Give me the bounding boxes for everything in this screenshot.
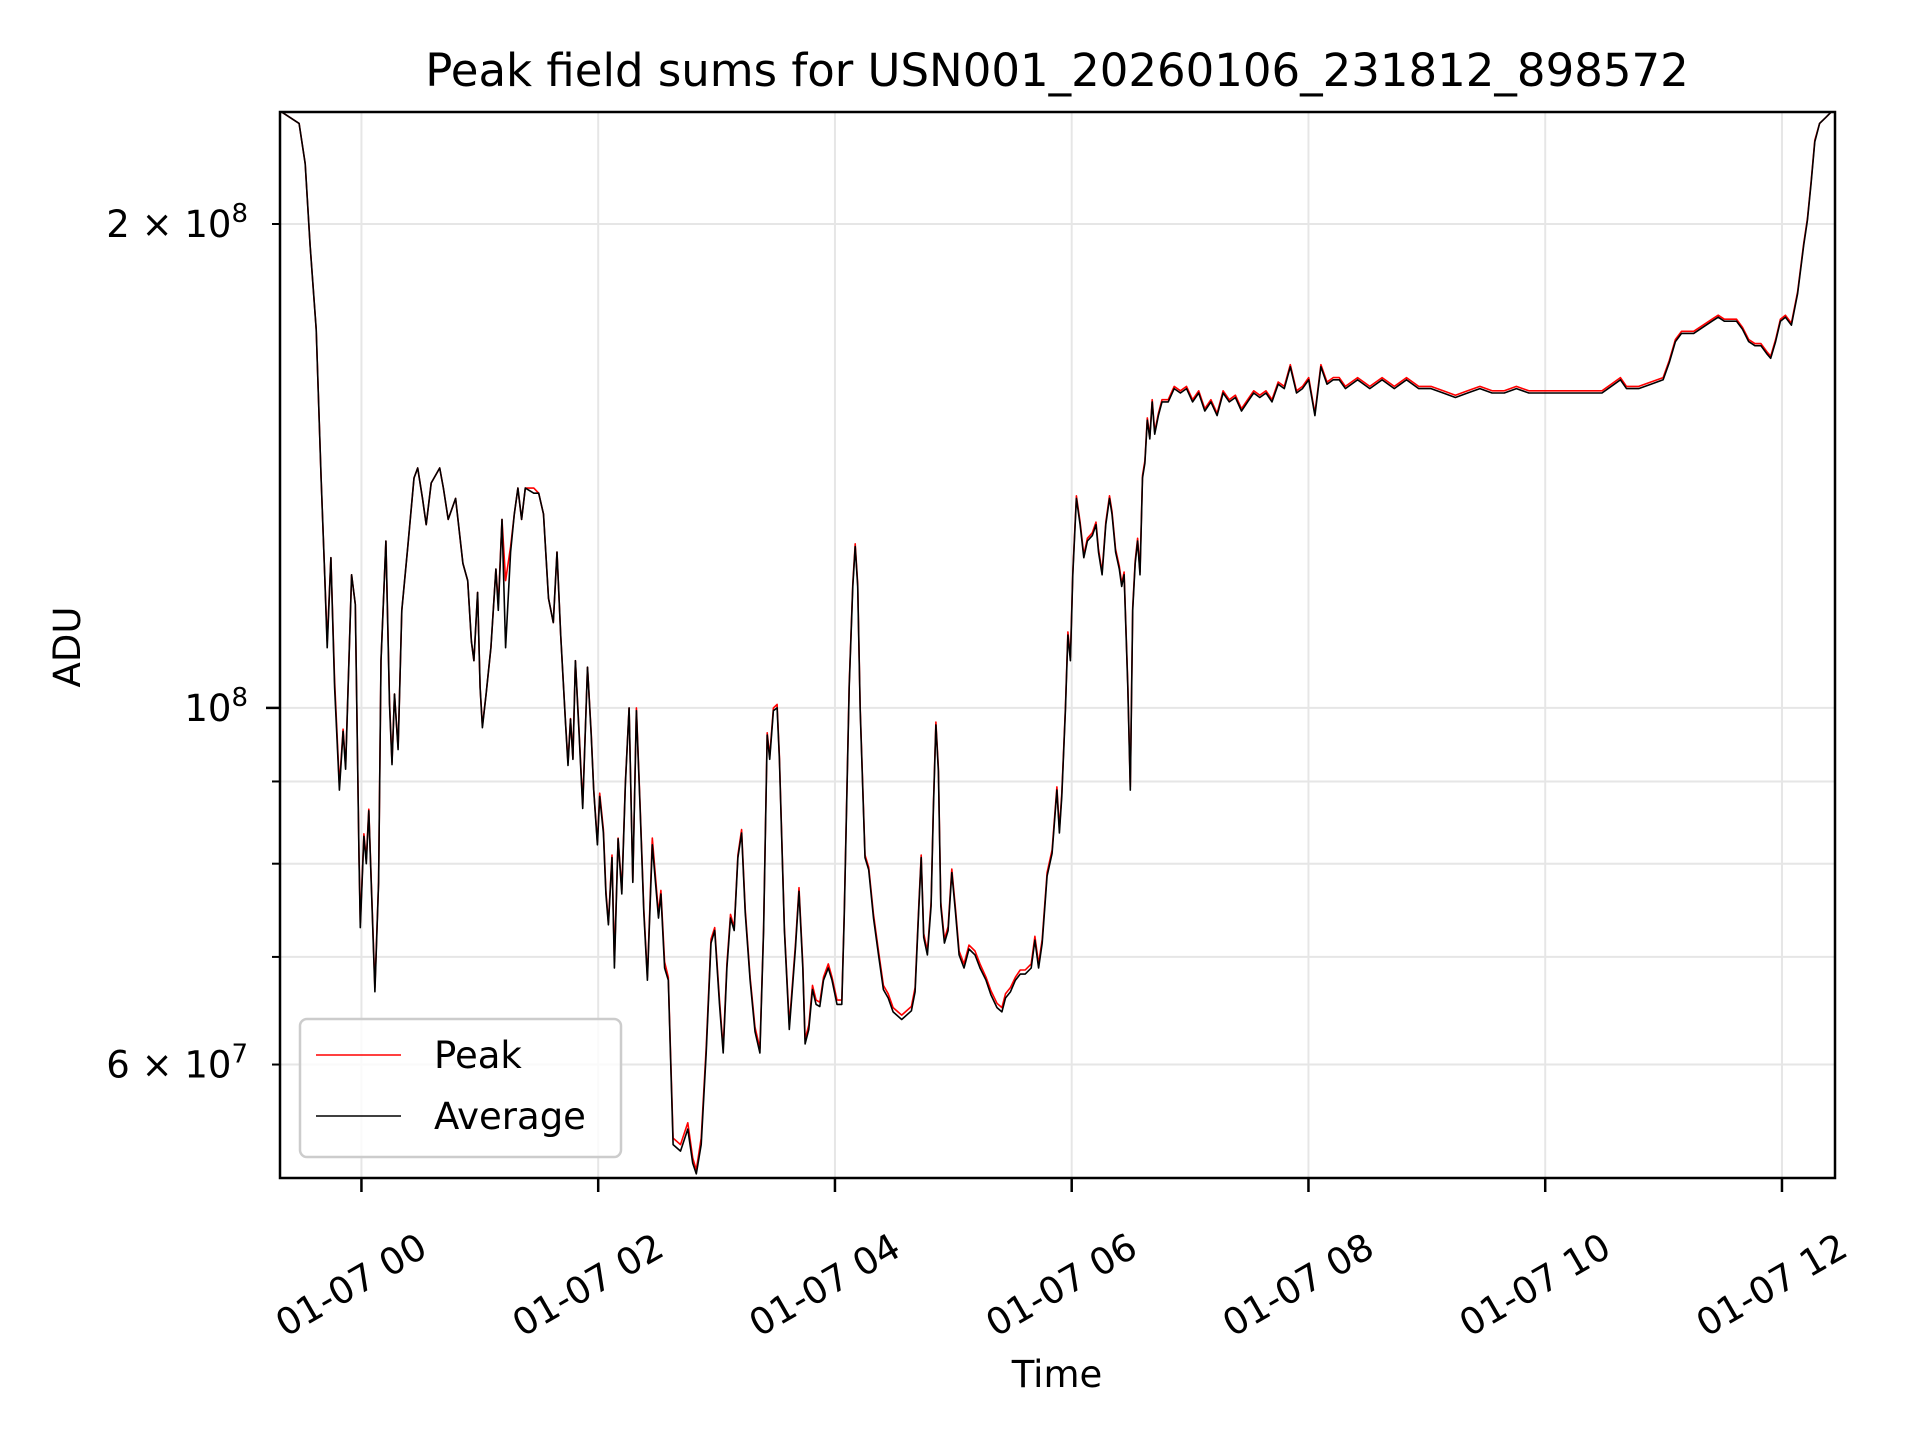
series-layer	[280, 112, 1833, 1175]
x-axis-label: Time	[1011, 1353, 1103, 1396]
legend-label-peak: Peak	[434, 1034, 522, 1077]
y-tick-label: 2 × 108	[106, 199, 248, 246]
y-axis: 2 × 108 108 6 × 107	[106, 199, 280, 1087]
y-tick-label: 6 × 107	[106, 1040, 248, 1087]
legend-box	[298, 1017, 623, 1159]
chart-title: Peak field sums for USN001_20260106_2318…	[425, 44, 1688, 97]
grid	[280, 112, 1835, 1178]
series-line-average	[280, 112, 1833, 1175]
y-tick-label: 108	[184, 683, 248, 730]
legend-label-average: Average	[434, 1095, 586, 1138]
y-axis-label: ADU	[46, 607, 89, 688]
axes-frame	[278, 110, 1837, 1180]
legend: Peak Average	[298, 1017, 623, 1159]
